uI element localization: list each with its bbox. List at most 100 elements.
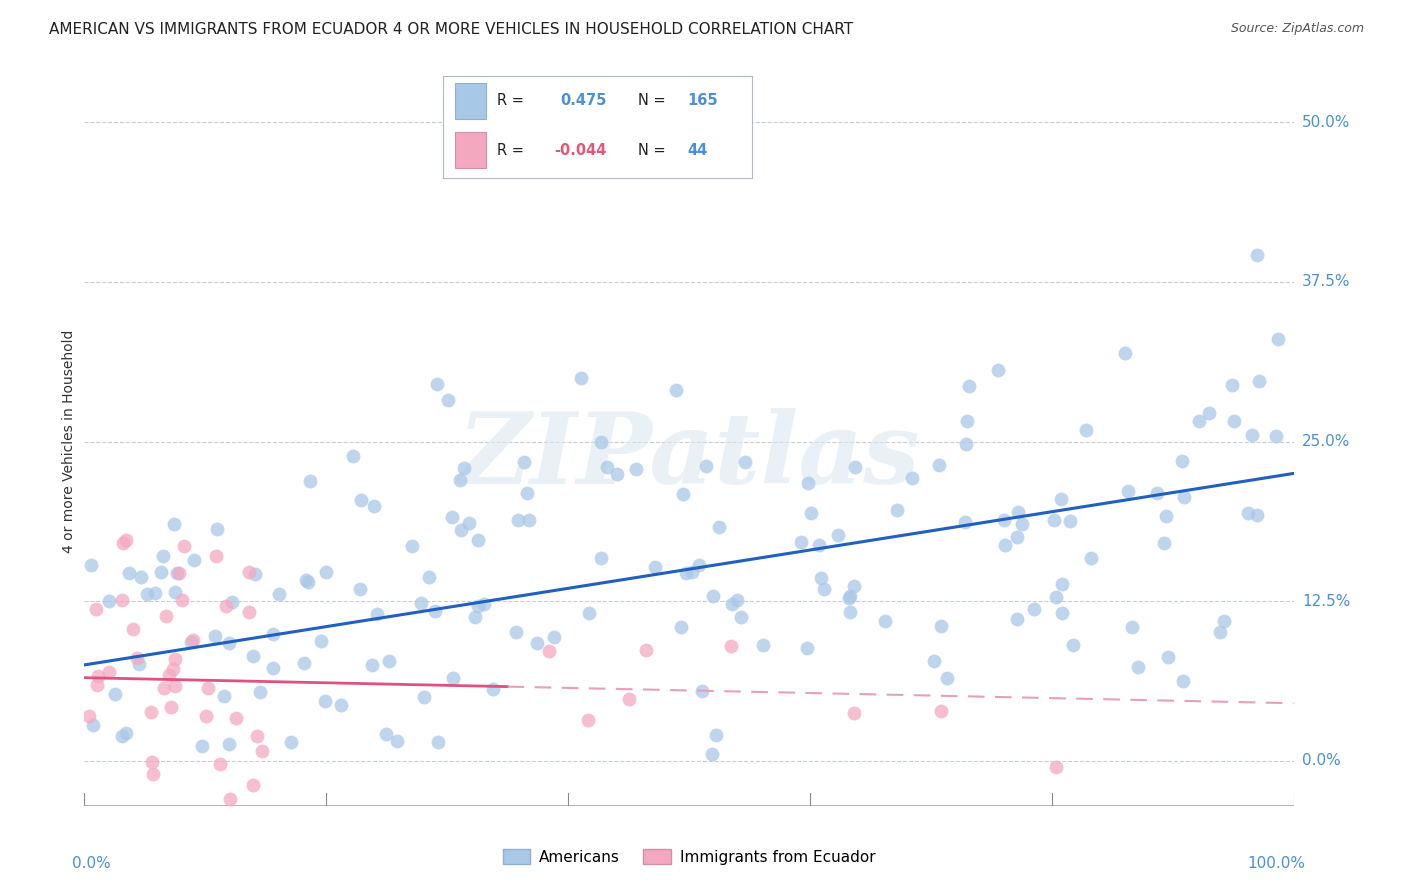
Point	[796, 641, 818, 656]
Point	[204, 629, 226, 643]
Point	[162, 662, 184, 676]
Point	[1126, 659, 1149, 673]
Point	[1237, 506, 1260, 520]
Point	[170, 593, 193, 607]
Point	[578, 713, 600, 727]
Point	[595, 459, 617, 474]
Point	[467, 599, 489, 614]
Point	[366, 607, 388, 622]
Point	[423, 604, 446, 618]
Point	[141, 756, 163, 770]
Point	[987, 363, 1010, 377]
Text: Source: ZipAtlas.com: Source: ZipAtlas.com	[1230, 22, 1364, 36]
Point	[797, 476, 820, 491]
Point	[1005, 530, 1028, 544]
Point	[360, 658, 382, 673]
Point	[1007, 505, 1029, 519]
Point	[513, 455, 536, 469]
Point	[1220, 377, 1243, 392]
Point	[80, 558, 103, 572]
Point	[98, 594, 121, 608]
Point	[526, 636, 548, 650]
Point	[349, 582, 371, 596]
Point	[110, 593, 132, 607]
Point	[734, 455, 756, 469]
Point	[702, 589, 724, 603]
Text: 0.475: 0.475	[561, 94, 607, 109]
Point	[77, 709, 100, 723]
Point	[401, 539, 423, 553]
Point	[789, 535, 811, 549]
Point	[112, 536, 135, 550]
Text: 0.0%: 0.0%	[72, 856, 111, 871]
Point	[844, 706, 866, 720]
Point	[1213, 614, 1236, 628]
Point	[1059, 514, 1081, 528]
Point	[242, 649, 264, 664]
Point	[115, 726, 138, 740]
Text: 0.0%: 0.0%	[1302, 753, 1340, 768]
Point	[180, 635, 202, 649]
Point	[1188, 413, 1211, 427]
Point	[688, 558, 710, 573]
Point	[280, 735, 302, 749]
Point	[125, 651, 148, 665]
Point	[152, 549, 174, 563]
Text: 50.0%: 50.0%	[1302, 115, 1350, 130]
Point	[135, 587, 157, 601]
Point	[350, 493, 373, 508]
Point	[1050, 576, 1073, 591]
Point	[157, 668, 180, 682]
Text: 100.0%: 100.0%	[1247, 856, 1306, 871]
Point	[720, 640, 742, 654]
Point	[810, 571, 832, 585]
Point	[183, 553, 205, 567]
Point	[959, 379, 981, 393]
Text: ZIPatlas: ZIPatlas	[458, 409, 920, 505]
Point	[160, 699, 183, 714]
FancyBboxPatch shape	[456, 83, 486, 119]
Point	[142, 767, 165, 781]
Point	[1246, 248, 1268, 262]
Point	[1005, 612, 1028, 626]
Point	[516, 486, 538, 500]
Text: 37.5%: 37.5%	[1302, 275, 1350, 290]
Point	[221, 595, 243, 609]
Point	[931, 704, 953, 718]
Point	[617, 692, 640, 706]
Text: -0.044: -0.044	[554, 143, 606, 158]
Point	[387, 734, 409, 748]
Point	[191, 739, 214, 753]
Point	[225, 711, 247, 725]
Point	[506, 513, 529, 527]
Point	[342, 449, 364, 463]
Point	[87, 669, 110, 683]
Point	[695, 459, 717, 474]
Point	[1116, 483, 1139, 498]
Point	[219, 791, 242, 805]
Point	[800, 506, 823, 520]
Point	[1049, 491, 1071, 506]
Point	[807, 538, 830, 552]
Point	[262, 627, 284, 641]
Point	[1114, 345, 1136, 359]
Point	[122, 622, 145, 636]
Point	[672, 487, 695, 501]
Point	[97, 665, 120, 680]
Point	[295, 574, 318, 588]
Point	[1246, 508, 1268, 522]
Point	[730, 610, 752, 624]
Point	[671, 620, 693, 634]
Point	[827, 527, 849, 541]
Point	[104, 687, 127, 701]
Point	[129, 570, 152, 584]
Point	[314, 693, 336, 707]
Point	[215, 599, 238, 614]
Text: R =: R =	[498, 94, 524, 109]
Point	[993, 513, 1015, 527]
Point	[1062, 638, 1084, 652]
Point	[118, 566, 141, 580]
Point	[204, 549, 226, 563]
Point	[449, 473, 471, 487]
Point	[1153, 536, 1175, 550]
